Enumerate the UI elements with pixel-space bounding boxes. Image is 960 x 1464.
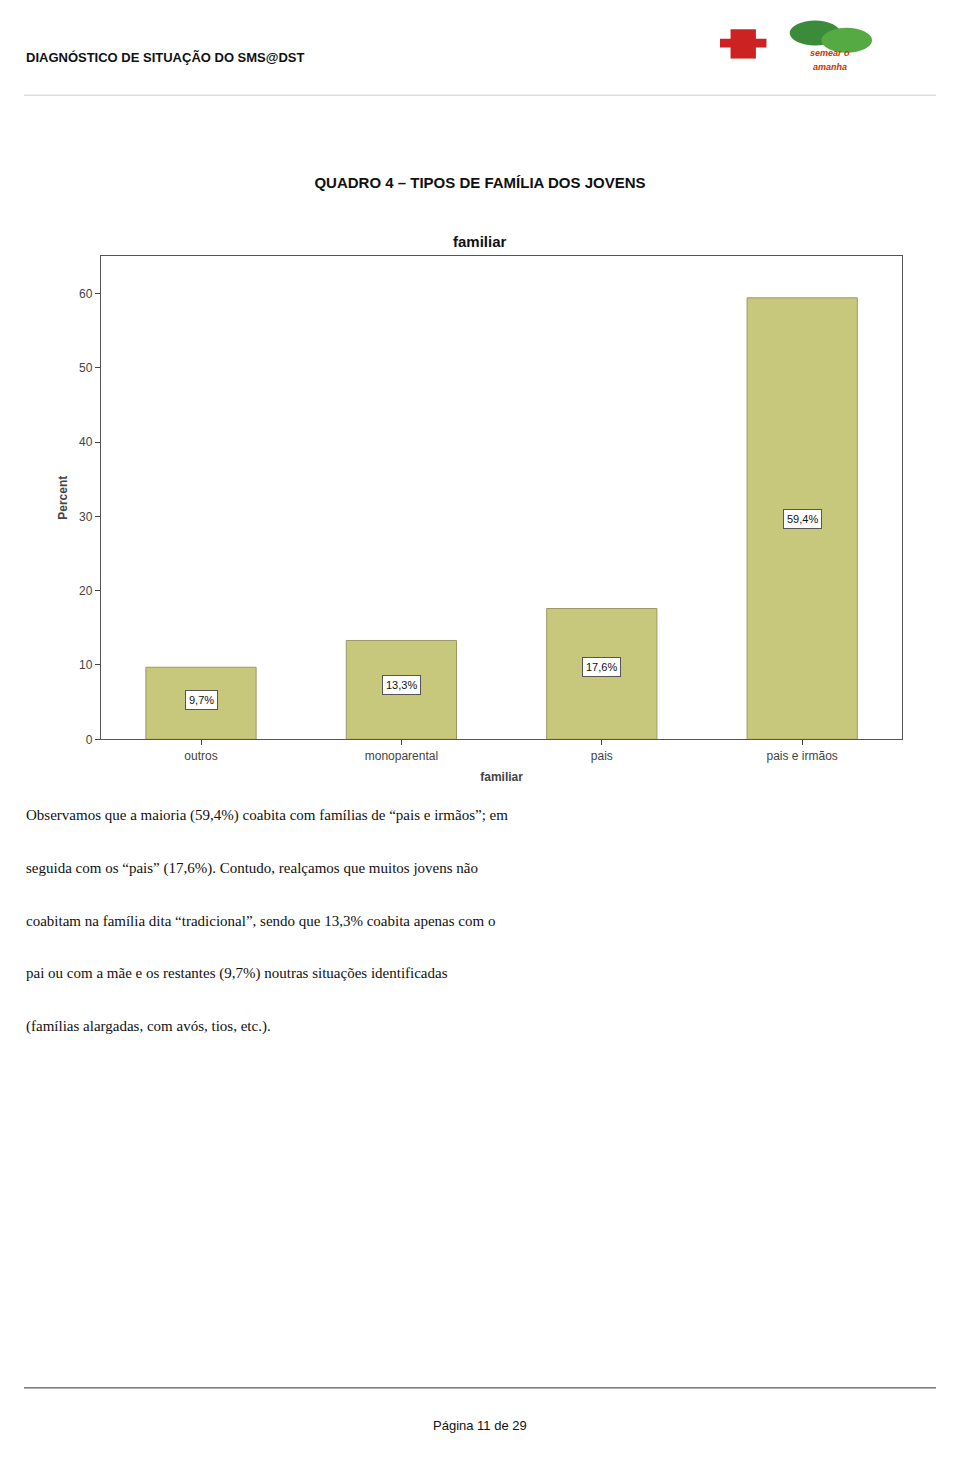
svg-text:coabitam na família dita “trad: coabitam na família dita “tradicional”, … [26,913,495,929]
svg-text:9,7%: 9,7% [189,694,214,706]
svg-text:17,6%: 17,6% [586,661,617,673]
svg-text:QUADRO 4 – TIPOS DE FAMÍLIA DO: QUADRO 4 – TIPOS DE FAMÍLIA DOS JOVENS [314,174,645,191]
svg-text:outros: outros [184,749,217,763]
svg-text:13,3%: 13,3% [386,679,417,691]
svg-text:semear o: semear o [810,48,850,58]
svg-text:pai ou com a mãe e os restante: pai ou com a mãe e os restantes (9,7%) n… [26,965,448,982]
svg-text:pais: pais [591,749,613,763]
svg-text:Observamos que a maioria (59,4: Observamos que a maioria (59,4%) coabita… [26,807,508,824]
svg-text:Página 11 de 29: Página 11 de 29 [433,1418,527,1433]
svg-text:(famílias alargadas, com avós,: (famílias alargadas, com avós, tios, etc… [26,1018,271,1035]
svg-text:DIAGNÓSTICO DE SITUAÇÃO DO SMS: DIAGNÓSTICO DE SITUAÇÃO DO SMS@DST [26,50,305,65]
svg-text:59,4%: 59,4% [787,513,818,525]
svg-text:familiar: familiar [480,770,523,784]
svg-text:amanha: amanha [813,62,847,72]
svg-text:seguida com os “pais” (17,6%).: seguida com os “pais” (17,6%). Contudo, … [26,860,478,877]
svg-text:pais e irmãos: pais e irmãos [767,749,838,763]
svg-text:40: 40 [79,435,93,449]
svg-text:60: 60 [79,287,93,301]
svg-text:familiar: familiar [453,233,507,250]
svg-text:50: 50 [79,361,93,375]
svg-text:Percent: Percent [56,476,70,520]
svg-text:monoparental: monoparental [365,749,438,763]
svg-text:10: 10 [79,658,93,672]
svg-text:0: 0 [86,733,93,747]
svg-text:20: 20 [79,584,93,598]
svg-text:30: 30 [79,510,93,524]
